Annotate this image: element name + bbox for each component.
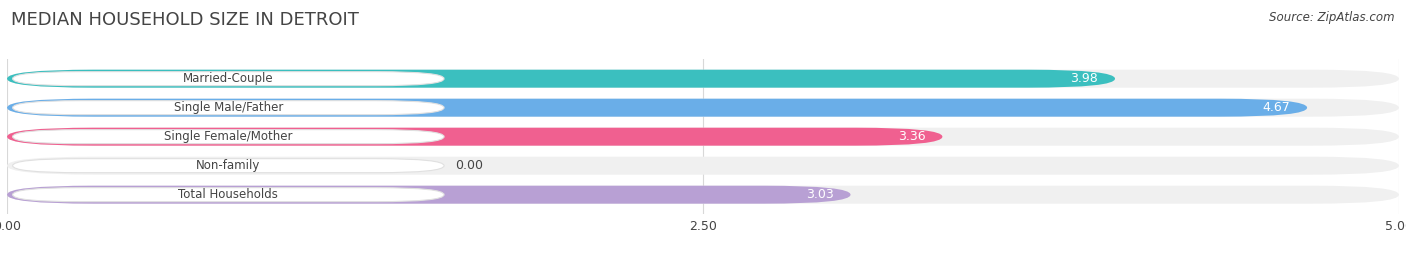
FancyBboxPatch shape	[13, 101, 444, 115]
FancyBboxPatch shape	[7, 70, 1399, 88]
FancyBboxPatch shape	[13, 188, 444, 202]
FancyBboxPatch shape	[7, 99, 1308, 117]
Text: Total Households: Total Households	[179, 188, 278, 201]
Text: Single Male/Father: Single Male/Father	[174, 101, 283, 114]
Text: 0.00: 0.00	[456, 159, 484, 172]
Text: 3.03: 3.03	[806, 188, 834, 201]
Text: 3.36: 3.36	[898, 130, 925, 143]
Text: MEDIAN HOUSEHOLD SIZE IN DETROIT: MEDIAN HOUSEHOLD SIZE IN DETROIT	[11, 11, 359, 29]
FancyBboxPatch shape	[7, 70, 1115, 88]
Text: Source: ZipAtlas.com: Source: ZipAtlas.com	[1270, 11, 1395, 24]
FancyBboxPatch shape	[13, 72, 444, 86]
FancyBboxPatch shape	[7, 186, 1399, 204]
Text: Non-family: Non-family	[197, 159, 260, 172]
FancyBboxPatch shape	[13, 159, 444, 173]
FancyBboxPatch shape	[7, 157, 1399, 175]
Text: Single Female/Mother: Single Female/Mother	[165, 130, 292, 143]
FancyBboxPatch shape	[7, 128, 1399, 146]
FancyBboxPatch shape	[7, 186, 851, 204]
FancyBboxPatch shape	[13, 130, 444, 144]
FancyBboxPatch shape	[7, 99, 1399, 117]
Text: 4.67: 4.67	[1263, 101, 1291, 114]
Text: Married-Couple: Married-Couple	[183, 72, 274, 85]
FancyBboxPatch shape	[7, 128, 942, 146]
Text: 3.98: 3.98	[1070, 72, 1098, 85]
